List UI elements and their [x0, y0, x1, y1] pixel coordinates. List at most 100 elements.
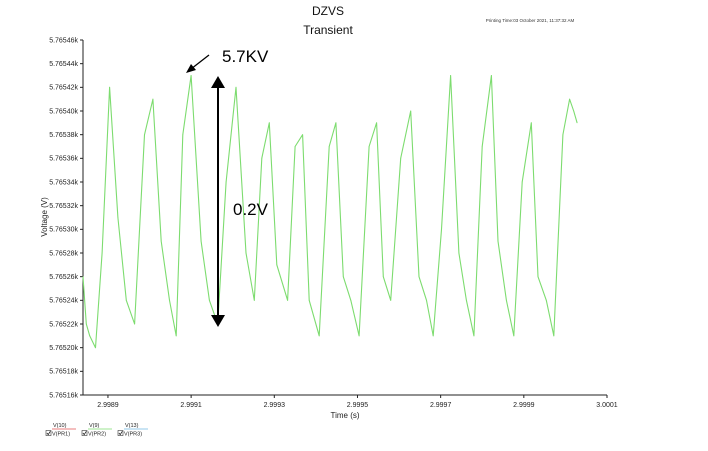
series-layer — [82, 74, 578, 349]
x-tick-label: 2.9989 — [97, 402, 119, 409]
data-point — [209, 299, 210, 301]
legend-series-label: V(PR1) — [52, 432, 70, 438]
x-tick-label: 3.0001 — [596, 402, 618, 409]
data-point — [342, 276, 344, 278]
y-tick-label: 5.76518k — [49, 369, 78, 376]
data-point — [268, 122, 270, 124]
series-line-1 — [82, 74, 578, 349]
y-tick-label: 5.76544k — [49, 61, 78, 68]
data-point — [473, 335, 475, 337]
data-point — [276, 264, 278, 266]
annotations: 5.7KV 0.2V — [186, 47, 269, 327]
legend-node-label: V(10) — [53, 423, 67, 429]
y-axis-label: Voltage (V) — [40, 197, 49, 237]
data-point — [175, 335, 177, 337]
x-tick-label: 2.9993 — [264, 402, 286, 409]
x-tick-label: 2.9999 — [513, 402, 535, 409]
y-tick-label: 5.76538k — [49, 132, 78, 139]
chart-title: DZVS — [312, 4, 344, 18]
data-point — [335, 122, 337, 124]
data-point — [400, 157, 402, 159]
checkmark-icon — [118, 431, 123, 436]
x-tick-label: 2.9995 — [347, 402, 369, 409]
y-tick-label: 5.76526k — [49, 274, 78, 281]
data-point — [287, 299, 289, 301]
data-point — [505, 299, 507, 301]
data-point — [125, 299, 127, 301]
data-point — [368, 146, 370, 147]
data-point — [318, 335, 320, 337]
data-point — [152, 98, 154, 100]
data-point — [95, 347, 96, 349]
data-point — [85, 323, 87, 325]
data-point — [328, 146, 330, 147]
data-point — [82, 276, 84, 278]
ripple-arrow-bottom — [211, 315, 225, 327]
y-tick-label: 5.76542k — [49, 85, 78, 92]
peak-annotation: 5.7KV — [222, 47, 269, 66]
y-tick-label: 5.76522k — [49, 321, 78, 328]
y-tick-label: 5.76524k — [49, 298, 78, 305]
data-point — [382, 276, 384, 278]
data-point — [521, 181, 523, 183]
data-point — [160, 240, 162, 242]
data-point — [235, 86, 237, 88]
legend-checkbox[interactable] — [81, 430, 88, 436]
checkmark-icon — [82, 431, 87, 436]
legend-checkbox[interactable] — [117, 430, 124, 436]
data-point — [308, 299, 310, 301]
y-tick-label: 5.76520k — [49, 345, 78, 352]
data-point — [497, 240, 499, 242]
plot-area: 5.76546k 5.76544k 5.76542k 5.76540k 5.76538k… — [49, 37, 618, 409]
data-point — [302, 134, 303, 136]
x-tick-label: 2.9997 — [430, 402, 452, 409]
data-point — [169, 299, 170, 301]
data-point — [200, 240, 202, 242]
peak-arrow-head — [186, 64, 196, 73]
peak-arrow-line — [190, 54, 210, 70]
data-point — [410, 110, 412, 112]
y-tick-label: 5.76540k — [49, 108, 78, 115]
legend-item[interactable]: V(9) V(PR2) — [81, 423, 112, 438]
legend-item[interactable]: V(13) V(PR3) — [117, 423, 148, 438]
y-tick-label: 5.76546k — [49, 37, 78, 44]
checkmark-icon — [46, 431, 51, 436]
data-point — [358, 335, 360, 337]
data-point — [418, 276, 420, 278]
data-point — [253, 299, 255, 301]
ripple-annotation: 0.2V — [233, 200, 269, 219]
data-point — [144, 134, 145, 136]
data-point — [481, 146, 483, 147]
data-point — [350, 299, 352, 301]
data-point — [576, 122, 578, 124]
data-point — [294, 146, 296, 147]
data-point — [553, 335, 555, 337]
chart-subtitle: Transient — [303, 23, 353, 37]
y-tick-label: 5.76536k — [49, 156, 78, 163]
data-point — [458, 252, 460, 254]
data-point — [225, 181, 227, 183]
data-point — [261, 157, 263, 159]
data-point — [426, 299, 427, 301]
x-axis-ticks: 2.9989 2.9991 2.9993 2.9995 2.9997 2.9999 3.00… — [97, 395, 618, 409]
data-point — [109, 86, 111, 88]
data-point — [530, 122, 532, 124]
data-point — [245, 252, 247, 254]
data-point — [569, 98, 570, 100]
legend-series-label: V(PR3) — [124, 432, 142, 438]
legend-checkbox[interactable] — [45, 430, 52, 436]
data-point — [190, 75, 192, 76]
y-tick-label: 5.76528k — [49, 250, 78, 257]
printing-time: Printing Time:03 October 2021, 11:37:32 … — [486, 18, 575, 23]
data-point — [573, 110, 575, 112]
data-point — [89, 335, 91, 337]
y-tick-label: 5.76530k — [49, 227, 78, 234]
data-point — [466, 299, 467, 301]
legend: V(10) V(PR1) V(9) V(PR2) V(13) V(PR3) — [45, 423, 148, 438]
data-point — [513, 335, 515, 337]
data-point — [537, 276, 539, 278]
data-point — [432, 335, 434, 337]
legend-item[interactable]: V(10) V(PR1) — [45, 423, 76, 438]
data-point — [441, 228, 442, 230]
